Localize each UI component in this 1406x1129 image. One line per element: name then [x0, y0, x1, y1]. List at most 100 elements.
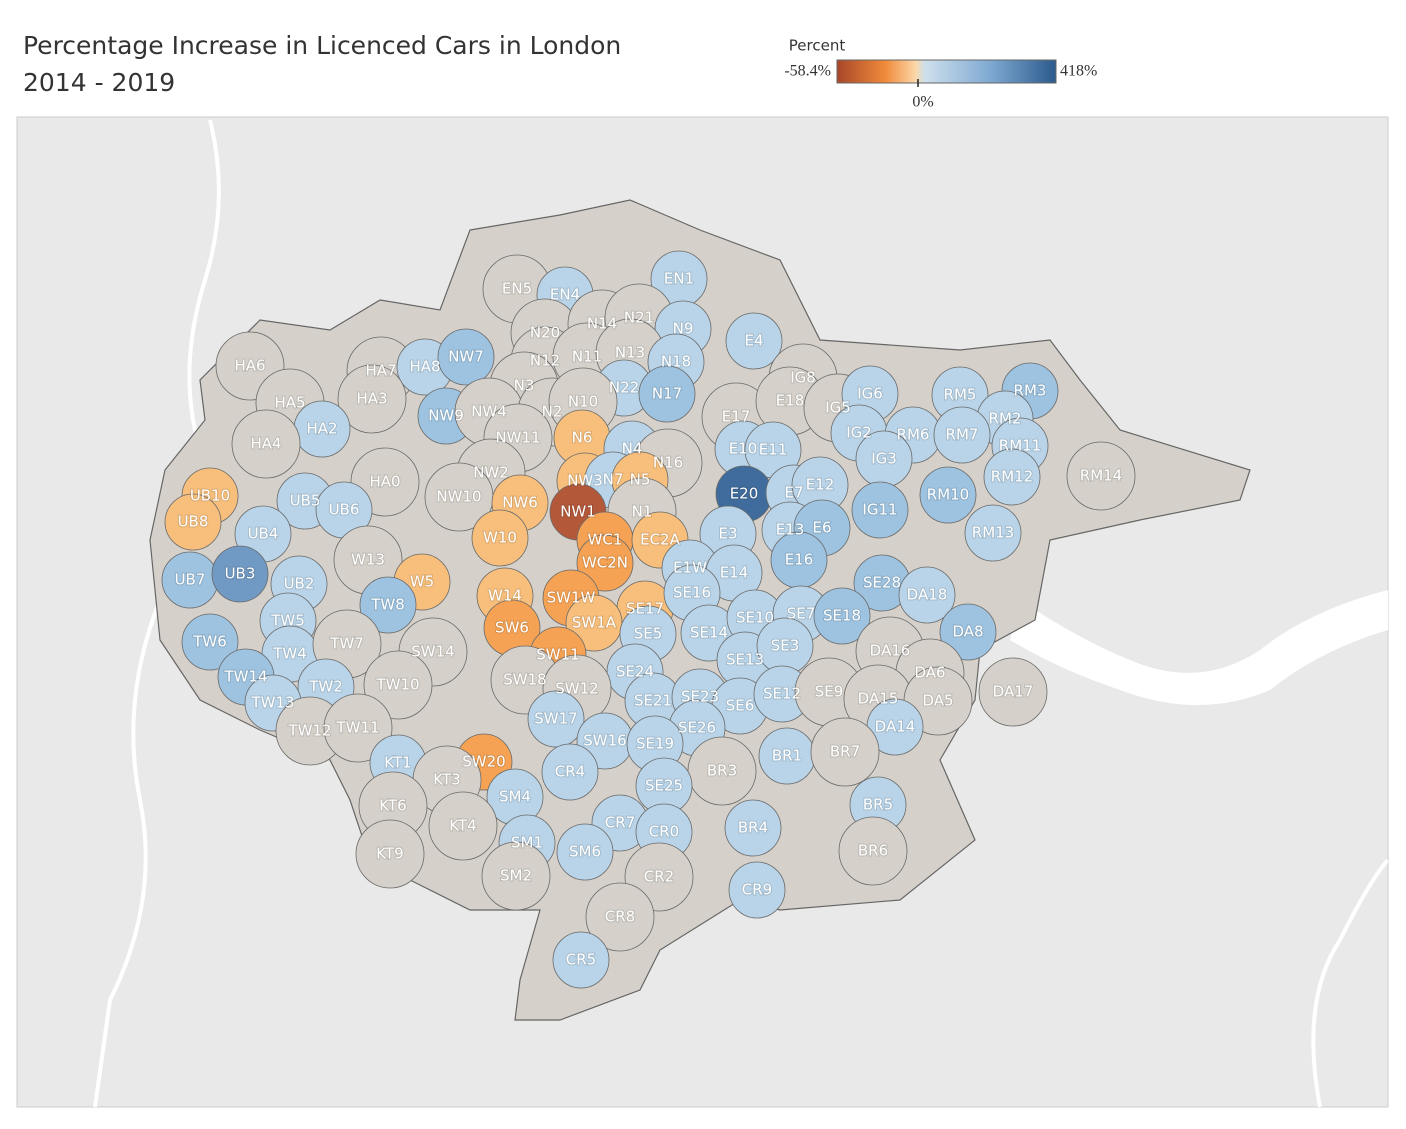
district-label: E7 [784, 484, 803, 502]
district-label: SM4 [499, 788, 531, 806]
district [983, 448, 1041, 506]
district-label: SE13 [726, 651, 764, 669]
legend-label: -58.4% [784, 63, 831, 80]
district-label: SE24 [616, 663, 654, 681]
district-label: SE5 [634, 625, 663, 643]
district [481, 841, 551, 911]
district-label: W10 [483, 529, 517, 547]
district-label: IG2 [846, 424, 872, 442]
district [1066, 441, 1136, 511]
district-label: N18 [661, 353, 691, 371]
district-label: NW7 [448, 348, 484, 366]
district [933, 406, 991, 464]
district-label: SW6 [495, 619, 529, 637]
district-label: TW4 [272, 645, 307, 663]
district-label: BR5 [863, 796, 893, 814]
district-label: NW6 [502, 494, 538, 512]
district-label: SM2 [500, 867, 532, 885]
district-label: E6 [812, 519, 831, 537]
district-label: N10 [568, 393, 598, 411]
district-label: E14 [720, 564, 749, 582]
district-label: SE28 [863, 574, 901, 592]
district-label: CR9 [742, 881, 772, 899]
district-label: EN1 [664, 270, 694, 288]
district-label: KT6 [379, 797, 406, 815]
district-label: NW11 [495, 429, 540, 447]
district-label: TW14 [223, 668, 267, 686]
district-label: N6 [572, 429, 593, 447]
district-label: HA0 [369, 473, 400, 491]
district-label: N17 [652, 385, 682, 403]
district-label: TW6 [192, 633, 227, 651]
district-label: IG11 [862, 501, 897, 519]
district-label: SE17 [626, 600, 664, 618]
district-label: E1W [673, 559, 707, 577]
district [810, 717, 880, 787]
district-label: KT9 [376, 845, 403, 863]
district-label: DA14 [875, 718, 916, 736]
district [813, 587, 871, 645]
district-label: N16 [653, 454, 683, 472]
district-label: DA16 [870, 642, 911, 660]
district-label: EN5 [502, 280, 532, 298]
district-label: E20 [730, 485, 759, 503]
district [527, 690, 585, 748]
district-label: E10 [729, 440, 758, 458]
district-label: SE26 [678, 719, 716, 737]
district-label: SW17 [534, 710, 577, 728]
district-label: SW1A [572, 614, 617, 632]
district-label: RM3 [1014, 382, 1047, 400]
district-label: DA6 [914, 664, 945, 682]
district-label: BR7 [830, 743, 860, 761]
district-label: UB6 [329, 501, 360, 519]
district-label: N4 [622, 440, 643, 458]
district-label: SW16 [583, 732, 626, 750]
district [437, 328, 495, 386]
district [471, 509, 529, 567]
district-label: BR4 [738, 819, 768, 837]
district-label: N22 [609, 379, 639, 397]
district [323, 693, 393, 763]
color-scale [836, 59, 1057, 84]
district-label: DA5 [922, 692, 953, 710]
district-label: E3 [718, 525, 737, 543]
district [359, 576, 417, 634]
district-label: CR5 [566, 951, 596, 969]
district [851, 481, 909, 539]
legend-label: 0% [912, 94, 933, 111]
district-label: DA17 [993, 683, 1034, 701]
district-label: TW7 [329, 635, 364, 653]
district-label: HA6 [234, 357, 265, 375]
district-label: W13 [351, 551, 385, 569]
district-label: E16 [785, 551, 814, 569]
district [725, 312, 783, 370]
district-label: IG5 [825, 399, 851, 417]
district-label: E12 [806, 476, 835, 494]
district-label: UB8 [178, 513, 209, 531]
district-label: TW10 [375, 676, 419, 694]
district [541, 743, 599, 801]
district-label: TW5 [270, 612, 305, 630]
district-label: W5 [410, 573, 434, 591]
district-label: CR2 [644, 868, 674, 886]
district [638, 365, 696, 423]
district-label: RM5 [944, 386, 977, 404]
district-label: N1 [632, 503, 653, 521]
district [964, 504, 1022, 562]
district-label: NW3 [567, 472, 603, 490]
district-label: HA2 [306, 420, 337, 438]
district-label: SE12 [763, 685, 801, 703]
district-label: N13 [615, 344, 645, 362]
district-label: SE23 [681, 688, 719, 706]
district-label: WC1 [588, 531, 623, 549]
district-label: TW13 [250, 694, 294, 712]
district-label: UB5 [290, 492, 321, 510]
district-label: N20 [530, 324, 560, 342]
district [978, 657, 1048, 727]
district-label: NW1 [560, 503, 596, 521]
district-label: HA7 [365, 362, 396, 380]
legend-title: Percent [789, 37, 846, 55]
district-label: HA3 [356, 390, 387, 408]
district-label: E13 [776, 521, 805, 539]
